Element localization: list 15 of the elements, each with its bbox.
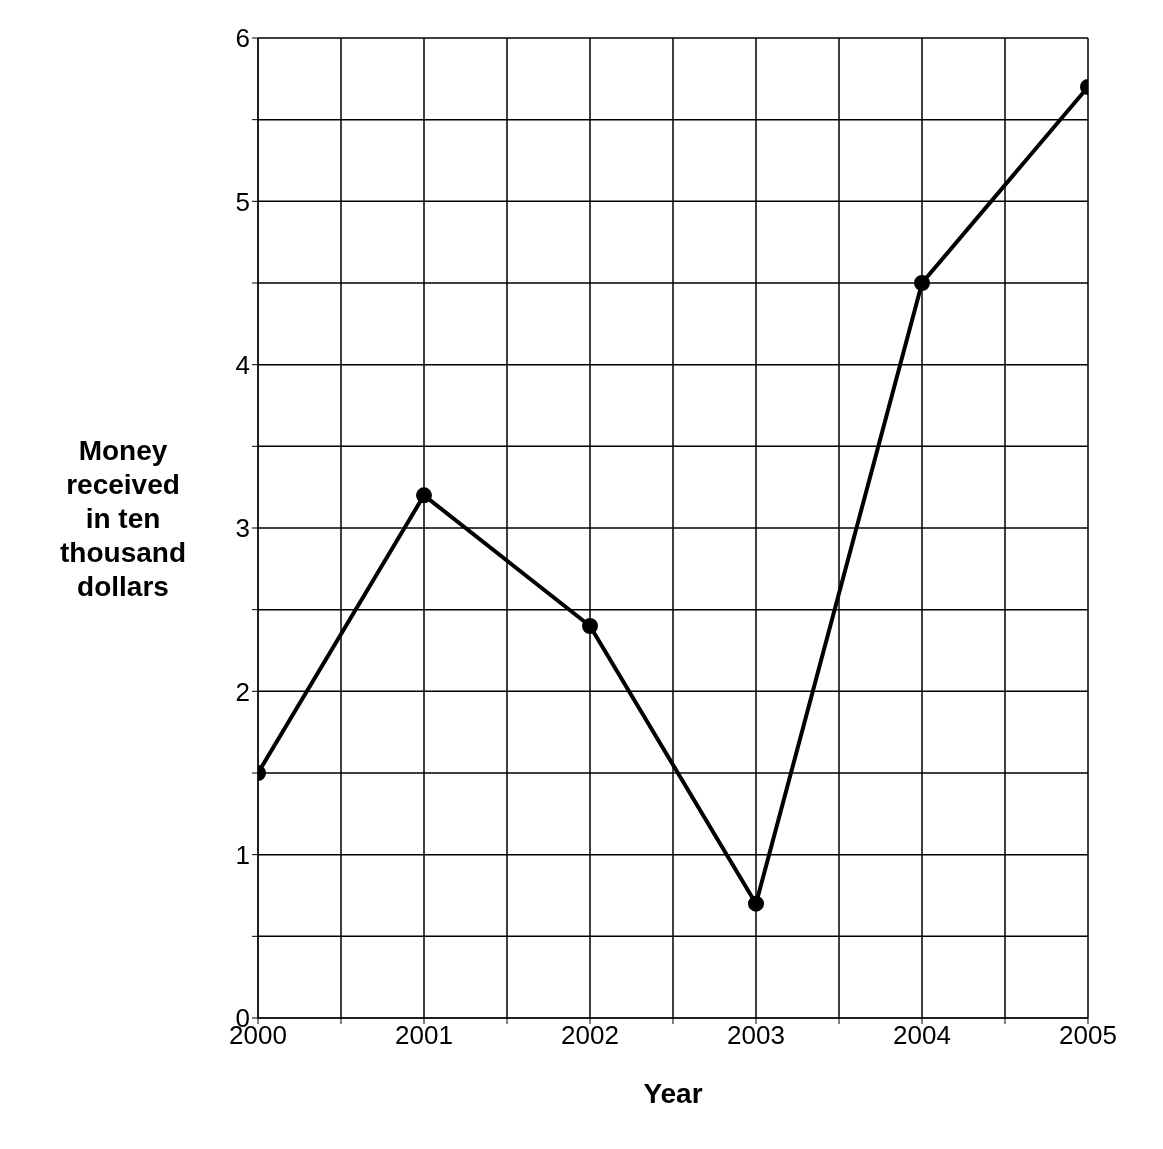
y-tick-label: 2 — [235, 676, 250, 707]
x-tick-label: 2005 — [1059, 1020, 1117, 1051]
x-tick-label: 2001 — [395, 1020, 453, 1051]
y-tick-label: 3 — [235, 513, 250, 544]
point — [582, 618, 598, 634]
y-axis-title: Money received in ten thousand dollars — [60, 435, 186, 602]
y-tick-label: 1 — [235, 839, 250, 870]
point — [748, 895, 764, 912]
x-tick-label: 2002 — [561, 1020, 619, 1051]
y-tick-label: 4 — [235, 349, 250, 380]
x-axis-title: Year — [643, 1078, 703, 1109]
x-tick-label: 2003 — [727, 1020, 785, 1051]
y-tick-label: 5 — [235, 186, 250, 217]
y-tick-label: 6 — [235, 23, 250, 54]
x-tick-label: 2004 — [893, 1020, 951, 1051]
